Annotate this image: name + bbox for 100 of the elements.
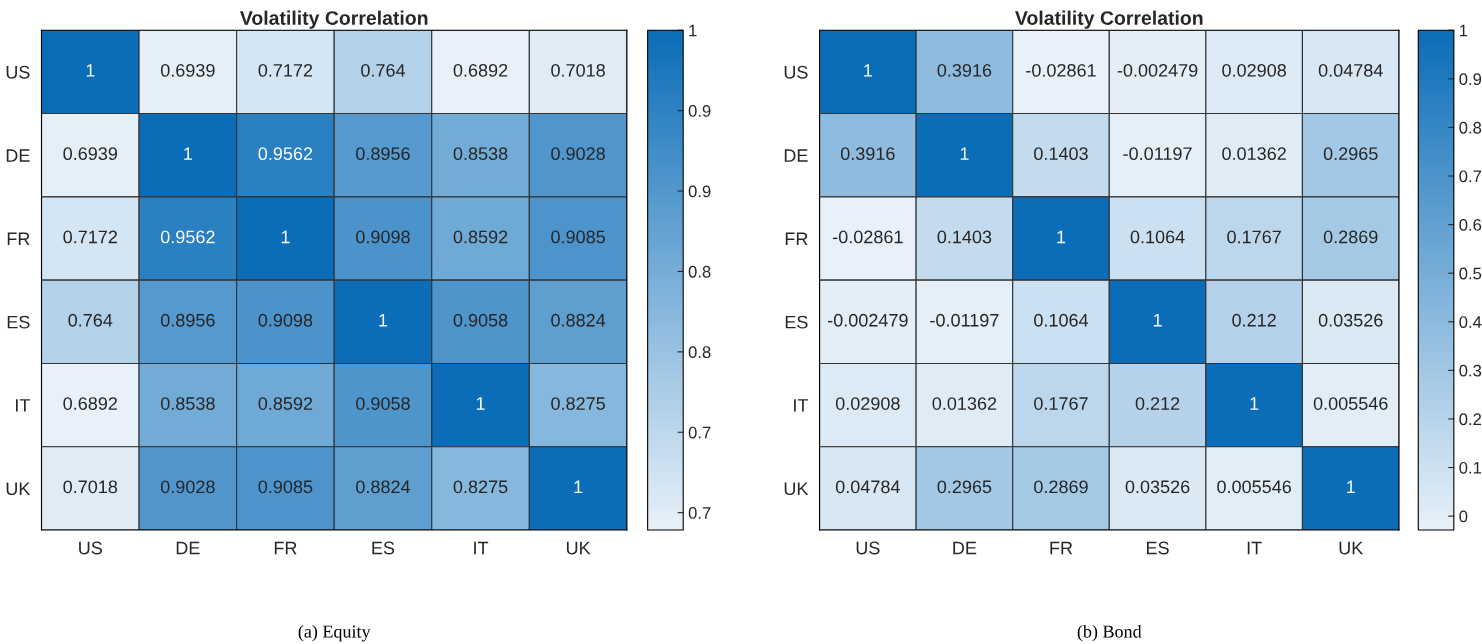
chart-title: Volatility Correlation (239, 10, 428, 29)
text: (b) Bond (1077, 624, 1142, 642)
data-label: 0.9085 (551, 230, 605, 244)
data-label: -0.02861 (1026, 63, 1096, 77)
data-label: 0.2869 (1323, 230, 1378, 244)
y-tick-label: DE (784, 149, 808, 162)
color-bar-label: 0.9 (1459, 73, 1482, 86)
data-label: 0.02908 (1222, 63, 1286, 77)
data-label: 0.04784 (835, 480, 900, 494)
data-label: -0.02861 (833, 230, 903, 244)
x-tick-label: US (856, 541, 880, 555)
data-label: 1 (864, 64, 872, 77)
data-label: -0.002479 (827, 313, 908, 327)
color-bar-label: 0 (1459, 510, 1468, 523)
data-label: 0.005546 (1217, 480, 1292, 494)
y-tick-label: IT (794, 399, 809, 412)
data-label: -0.01197 (930, 313, 999, 327)
data-label: 0.212 (1232, 313, 1276, 327)
data-label: 0.03526 (1125, 480, 1190, 494)
data-label: 1 (1057, 230, 1066, 244)
data-label: 0.9058 (356, 397, 410, 410)
data-label: 0.2869 (1034, 480, 1088, 494)
data-label: 0.9562 (258, 147, 313, 161)
data-label: -0.002479 (1117, 63, 1198, 77)
color-bar-label: 0.7 (1459, 170, 1482, 183)
y-tick-label: FR (7, 232, 30, 246)
data-label: 0.9098 (356, 230, 410, 244)
data-label: 0.9058 (453, 313, 508, 327)
data-label: 0.01362 (1222, 147, 1286, 161)
data-label: 1 (184, 147, 192, 160)
y-tick-label: UK (784, 482, 809, 496)
color-bar-label: 1 (1459, 24, 1468, 37)
data-label: 0.7018 (551, 63, 605, 77)
x-tick-label: DE (176, 541, 200, 555)
data-label: 0.8592 (258, 397, 313, 410)
data-label: 0.1403 (1034, 147, 1088, 161)
y-tick-label: US (784, 65, 808, 79)
data-label: 0.3916 (937, 63, 992, 77)
y-tick-label: ES (7, 315, 30, 329)
data-label: 0.7018 (63, 480, 118, 494)
data-label: 0.2965 (937, 480, 992, 494)
data-label: 0.1064 (1130, 230, 1185, 244)
color-bar-label: 0.8 (688, 346, 711, 359)
data-label: 0.8538 (160, 397, 215, 410)
data-label: 0.01362 (932, 397, 997, 410)
y-tick-label: FR (785, 232, 808, 246)
color-bar-label: 0.9 (688, 105, 711, 117)
data-label: 0.1767 (1227, 230, 1281, 244)
y-tick-label: ES (785, 315, 808, 329)
y-tick-label: IT (16, 399, 30, 412)
data-label: 0.8824 (356, 480, 411, 494)
data-label: 0.6892 (453, 63, 508, 77)
color-bar-label: 0.1 (1459, 461, 1482, 474)
data-label: -0.01197 (1123, 147, 1192, 161)
data-label: 0.6892 (63, 397, 117, 410)
data-label: 0.1064 (1034, 313, 1089, 327)
color-bar-label: 0.5 (1459, 267, 1482, 280)
data-label: 0.04784 (1318, 63, 1383, 77)
data-label: 0.1767 (1034, 397, 1088, 410)
data-label: 1 (1250, 397, 1259, 410)
data-label: 0.8592 (453, 230, 508, 244)
data-label: 0.7172 (258, 63, 313, 77)
x-tick-label: FR (1050, 541, 1073, 555)
data-label: 0.9028 (160, 480, 215, 494)
data-label: 0.005546 (1313, 397, 1388, 410)
data-label: 0.8824 (551, 313, 606, 327)
color-bar-label: 0.9 (688, 185, 711, 198)
data-label: 1 (86, 64, 95, 77)
data-label: 0.9028 (551, 147, 605, 161)
data-label: 0.8956 (356, 147, 410, 161)
color-bar-label: 0.8 (1459, 121, 1482, 134)
x-tick-label: ES (1147, 541, 1169, 555)
x-tick-label: UK (566, 541, 591, 555)
data-label: 1 (574, 480, 583, 494)
color-bar-label: 0.7 (688, 507, 711, 519)
x-tick-label: US (79, 541, 102, 555)
x-tick-label: FR (274, 541, 297, 555)
color-bar-label: 0.2 (1459, 413, 1482, 426)
color-bar-label: 0.4 (1459, 316, 1482, 328)
data-label: 0.9098 (258, 313, 313, 327)
data-label: 0.1403 (937, 230, 992, 244)
data-label: 0.9562 (160, 230, 215, 244)
x-tick-label: IT (1247, 541, 1262, 555)
data-label: 1 (476, 397, 485, 410)
data-label: 0.9085 (258, 480, 313, 494)
color-bar-label: 0.7 (688, 426, 711, 439)
data-label: 1 (281, 230, 290, 244)
x-tick-label: IT (474, 541, 489, 555)
chart-title: Volatility Correlation (1015, 10, 1203, 29)
data-label: 1 (379, 314, 388, 327)
data-label: 1 (960, 147, 969, 160)
x-tick-label: ES (372, 541, 395, 555)
text: (a) Equity (298, 624, 371, 642)
data-label: 0.8538 (453, 147, 508, 161)
color-bar-label: 0.3 (1459, 364, 1482, 377)
data-label: 0.6939 (63, 147, 118, 161)
data-label: 0.2965 (1323, 147, 1378, 161)
data-label: 0.02908 (835, 397, 900, 410)
x-tick-label: DE (953, 541, 977, 555)
data-label: 1 (1347, 480, 1355, 494)
